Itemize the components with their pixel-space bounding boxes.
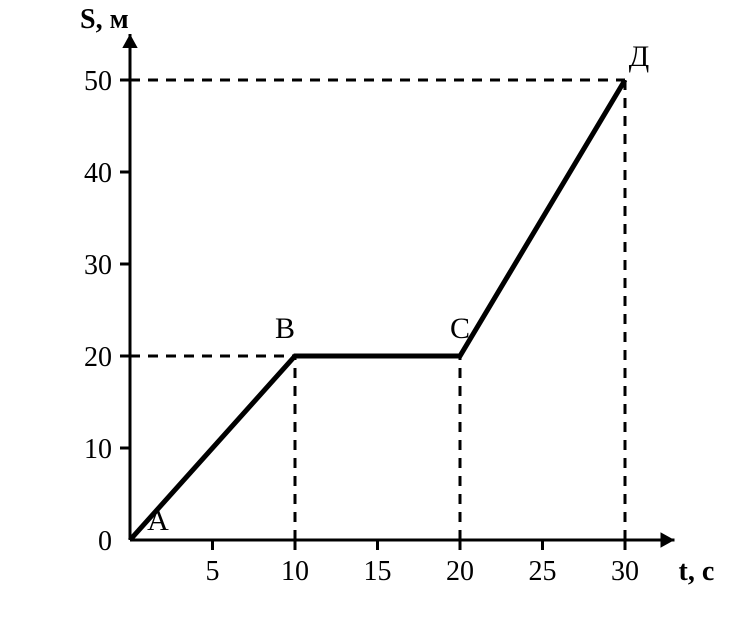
point-label: C bbox=[450, 312, 470, 345]
y-tick-label: 40 bbox=[84, 158, 112, 189]
x-axis-label: t, с bbox=[679, 556, 715, 587]
y-tick-label: 30 bbox=[84, 250, 112, 281]
x-tick-label: 30 bbox=[611, 556, 639, 587]
y-tick-label: 50 bbox=[84, 66, 112, 97]
y-tick-label: 0 bbox=[98, 526, 112, 557]
point-label: B bbox=[275, 312, 295, 345]
point-label: Д bbox=[629, 40, 649, 73]
x-tick-label: 25 bbox=[529, 556, 557, 587]
y-axis-label: S, м bbox=[80, 4, 129, 35]
distance-time-chart: 0 10 20 30 40 50 5 10 15 20 25 30 S, м t, с A B C Д bbox=[0, 0, 737, 631]
x-tick-label: 5 bbox=[206, 556, 220, 587]
point-label: A bbox=[147, 504, 169, 537]
y-tick-label: 10 bbox=[84, 434, 112, 465]
y-tick-label: 20 bbox=[84, 342, 112, 373]
x-tick-label: 20 bbox=[446, 556, 474, 587]
x-tick-label: 15 bbox=[364, 556, 392, 587]
x-tick-label: 10 bbox=[281, 556, 309, 587]
